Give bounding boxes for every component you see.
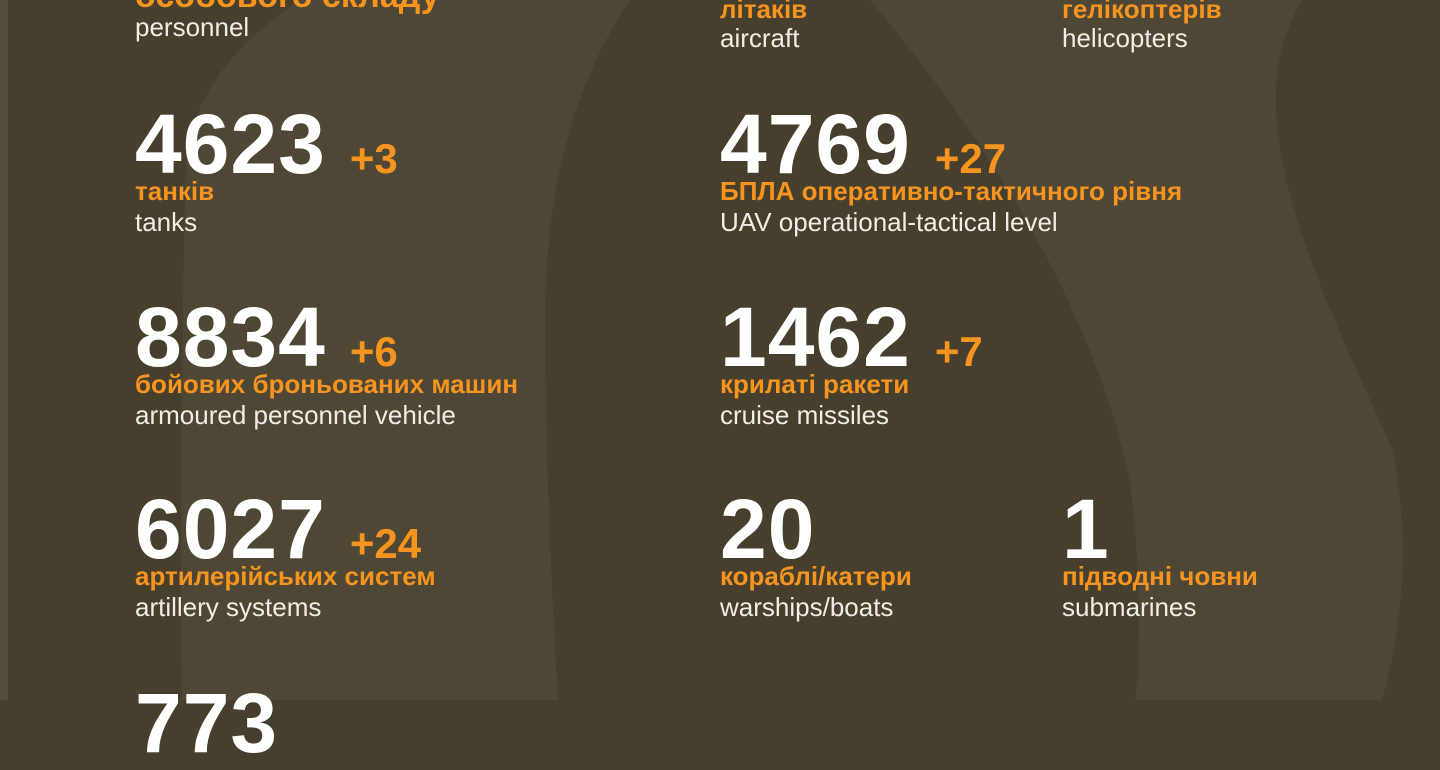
tanks-label-uk: танків bbox=[135, 176, 215, 206]
background-band-right bbox=[870, 0, 1403, 700]
uav-label-uk: БПЛА оперативно-тактичного рівня bbox=[720, 176, 1183, 206]
warships-count: 20 bbox=[720, 482, 816, 576]
warships-label-uk: кораблі/катери bbox=[720, 561, 912, 591]
submarines-count: 1 bbox=[1062, 482, 1110, 576]
helicopters-label-uk: гелікоптерів bbox=[1062, 0, 1222, 24]
stat-helicopters: гелікоптерів helicopters bbox=[1062, 0, 1222, 54]
apv-delta: +6 bbox=[349, 328, 398, 375]
losses-infographic: особового складу personnel літаків aircr… bbox=[0, 0, 1403, 765]
stat-artillery: 6027 +24 артилерійських систем artillery… bbox=[135, 487, 436, 623]
aircraft-label-uk: літаків bbox=[720, 0, 808, 24]
apv-count: 8834 bbox=[135, 290, 326, 384]
cruise-missiles-count: 1462 bbox=[720, 290, 911, 384]
background-edge-strip bbox=[0, 0, 8, 700]
personnel-label-en: personnel bbox=[135, 12, 250, 42]
apv-label-en: armoured personnel vehicle bbox=[135, 400, 456, 430]
personnel-label-uk: особового складу bbox=[135, 0, 440, 13]
cruise-missiles-label-uk: крилаті ракети bbox=[720, 369, 910, 399]
submarines-label-en: submarines bbox=[1062, 592, 1197, 622]
cruise-missiles-delta: +7 bbox=[934, 328, 983, 375]
submarines-label-uk: підводні човни bbox=[1062, 561, 1258, 591]
artillery-label-en: artillery systems bbox=[135, 592, 322, 622]
tanks-delta: +3 bbox=[349, 135, 398, 182]
stat-aircraft: літаків aircraft bbox=[720, 0, 807, 54]
artillery-label-uk: артилерійських систем bbox=[135, 561, 436, 591]
uav-label-en: UAV operational-tactical level bbox=[720, 207, 1058, 237]
warships-label-en: warships/boats bbox=[720, 592, 894, 622]
aircraft-label-en: aircraft bbox=[720, 23, 800, 53]
background-decoration bbox=[0, 0, 1403, 700]
stat-submarines: 1 підводні човни submarines bbox=[1062, 487, 1258, 623]
artillery-count: 6027 bbox=[135, 482, 326, 576]
tanks-label-en: tanks bbox=[135, 207, 198, 237]
stat-mlrs-partial: 773 bbox=[135, 681, 278, 765]
stat-uav: 4769 +27 БПЛА оперативно-тактичного рівн… bbox=[720, 102, 1182, 238]
apv-label-uk: бойових броньованих машин bbox=[135, 369, 519, 399]
helicopters-label-en: helicopters bbox=[1062, 23, 1188, 53]
cruise-missiles-label-en: cruise missiles bbox=[720, 400, 890, 430]
background-band-left bbox=[181, 0, 630, 700]
stat-cruise-missiles: 1462 +7 крилаті ракети cruise missiles bbox=[720, 295, 983, 431]
uav-count: 4769 bbox=[720, 97, 911, 191]
mlrs-count: 773 bbox=[135, 676, 279, 770]
artillery-delta: +24 bbox=[349, 520, 422, 567]
tanks-count: 4623 bbox=[135, 97, 326, 191]
stat-tanks: 4623 +3 танків tanks bbox=[135, 102, 398, 238]
stat-warships: 20 кораблі/катери warships/boats bbox=[720, 487, 912, 623]
stat-personnel: особового складу personnel bbox=[135, 0, 440, 43]
uav-delta: +27 bbox=[934, 135, 1007, 182]
stat-apv: 8834 +6 бойових броньованих машин armour… bbox=[135, 295, 518, 431]
